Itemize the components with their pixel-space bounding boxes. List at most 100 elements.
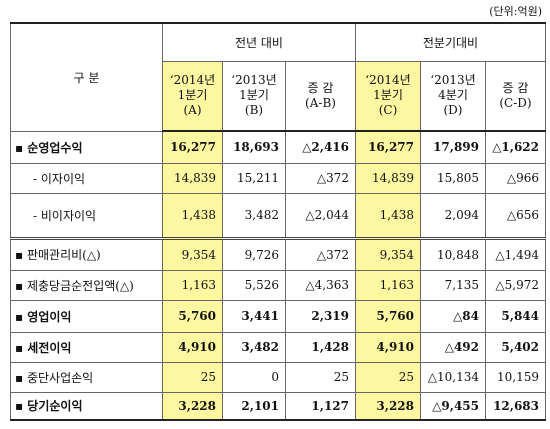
column-header-line: (A) bbox=[183, 103, 202, 118]
unit-label: (단위:억원) bbox=[489, 5, 542, 18]
header-row: ‘2014년 1분기 (A) ‘2013년 1분기 (B) 증 감 (A-B) ‘2014년 1분… bbox=[11, 60, 546, 132]
value-cell: 5,526 bbox=[222, 269, 286, 301]
value-cell: 9,354 bbox=[162, 236, 223, 271]
table-row: ▪ 제충당금순전입액(△) 1,163 5,526 △4,363 1,163 7,135 △… bbox=[10, 269, 546, 301]
value-cell: △966 bbox=[485, 162, 546, 194]
column-header-line: (A-B) bbox=[305, 95, 336, 110]
value-cell: △492 bbox=[420, 331, 486, 363]
value-cell: 7,135 bbox=[420, 269, 486, 301]
row-label: ▪ 세전이익 bbox=[10, 331, 163, 363]
column-header: ‘2013년 4분기 (D) bbox=[420, 60, 486, 132]
column-header-line: 1분기 bbox=[177, 88, 208, 103]
value-cell: 3,482 bbox=[222, 192, 286, 239]
value-cell: 9,354 bbox=[355, 236, 421, 271]
row-label: ▪ 중단사업손익 bbox=[10, 361, 163, 393]
row-label: ▪ 제충당금순전입액(△) bbox=[10, 269, 163, 301]
financial-table: 구 분 전년 대비 전분기대비 ‘2014년 1분기 (A) ‘2013년 1분기 (B)… bbox=[10, 22, 546, 421]
table-row: ▪ 판매관리비(△) 9,354 9,726 △372 9,354 10,848 △1,49… bbox=[10, 236, 546, 271]
value-cell: △5,972 bbox=[485, 269, 546, 301]
column-header-line: (B) bbox=[244, 103, 264, 118]
table-row: ▪ 영업이익 5,760 3,441 2,319 5,760 △84 5,844 bbox=[10, 299, 546, 333]
table-row: ▪ 중단사업손익 25 0 25 25 △10,134 10,159 bbox=[10, 361, 546, 393]
value-cell: 0 bbox=[222, 361, 286, 393]
value-cell: 12,683 bbox=[485, 391, 546, 421]
value-cell: 25 bbox=[162, 361, 223, 393]
value-cell: △10,134 bbox=[420, 361, 486, 393]
value-cell: 14,839 bbox=[355, 162, 421, 194]
row-label: ▪ 당기순이익 bbox=[10, 391, 163, 421]
row-label: ▪ 판매관리비(△) bbox=[10, 236, 163, 271]
column-header: ‘2014년 1분기 (A) bbox=[162, 60, 223, 132]
column-header: 증 감 (C-D) bbox=[485, 60, 546, 132]
table-body: ▪ 순영업수익 16,277 18,693 △2,416 16,277 17,899 △1,… bbox=[10, 130, 546, 421]
value-cell: △1,622 bbox=[485, 130, 546, 164]
column-header-line: (C-D) bbox=[499, 95, 532, 110]
value-cell: 3,482 bbox=[222, 331, 286, 363]
row-label: - 이자이익 bbox=[10, 162, 163, 194]
group-header: 전년 대비 bbox=[162, 22, 356, 62]
value-cell: 3,441 bbox=[222, 299, 286, 333]
value-cell: 2,101 bbox=[222, 391, 286, 421]
header-label: 구 분 bbox=[10, 22, 163, 132]
column-header-line: ‘2014년 bbox=[365, 73, 411, 88]
column-header-line: 1분기 bbox=[239, 88, 269, 103]
value-cell: △2,416 bbox=[285, 130, 356, 164]
table-header: 구 분 전년 대비 전분기대비 ‘2014년 1분기 (A) ‘2013년 1분기 (B)… bbox=[10, 22, 546, 132]
column-header-line: 증 감 bbox=[307, 80, 334, 95]
row-label: - 비이자이익 bbox=[10, 192, 163, 239]
table-row: - 이자이익 14,839 15,211 △372 14,839 15,805 △966 bbox=[10, 162, 546, 194]
value-cell: 14,839 bbox=[162, 162, 223, 194]
row-label: ▪ 순영업수익 bbox=[10, 130, 163, 164]
value-cell: 10,848 bbox=[420, 236, 486, 271]
table-row: ▪ 순영업수익 16,277 18,693 △2,416 16,277 17,899 △1,… bbox=[10, 130, 546, 164]
column-header-line: ‘2013년 bbox=[430, 73, 476, 88]
value-cell: △2,044 bbox=[285, 192, 356, 239]
value-cell: 5,844 bbox=[485, 299, 546, 333]
value-cell: △9,455 bbox=[420, 391, 486, 421]
value-cell: 18,693 bbox=[222, 130, 286, 164]
value-cell: 1,428 bbox=[285, 331, 356, 363]
group-header: 전분기대비 bbox=[355, 22, 546, 62]
value-cell: 10,159 bbox=[485, 361, 546, 393]
value-cell: △1,494 bbox=[485, 236, 546, 271]
column-header-line: (C) bbox=[378, 103, 398, 118]
table-row: - 비이자이익 1,438 3,482 △2,044 1,438 2,094 △656 bbox=[10, 192, 546, 239]
value-cell: 25 bbox=[355, 361, 421, 393]
value-cell: 15,211 bbox=[222, 162, 286, 194]
column-header-line: 4분기 bbox=[438, 88, 468, 103]
value-cell: 3,228 bbox=[355, 391, 421, 421]
value-cell: 1,127 bbox=[285, 391, 356, 421]
value-cell: 1,438 bbox=[355, 192, 421, 239]
value-cell: 5,760 bbox=[162, 299, 223, 333]
column-header: 증 감 (A-B) bbox=[285, 60, 356, 132]
value-cell: 1,438 bbox=[162, 192, 223, 239]
column-header: ‘2014년 1분기 (C) bbox=[355, 60, 421, 132]
value-cell: 25 bbox=[285, 361, 356, 393]
value-cell: 17,899 bbox=[420, 130, 486, 164]
value-cell: 15,805 bbox=[420, 162, 486, 194]
table-row: ▪ 당기순이익 3,228 2,101 1,127 3,228 △9,455 12,683 bbox=[10, 391, 546, 421]
table-row: ▪ 세전이익 4,910 3,482 1,428 4,910 △492 5,402 bbox=[10, 331, 546, 363]
row-label: ▪ 영업이익 bbox=[10, 299, 163, 333]
value-cell: 3,228 bbox=[162, 391, 223, 421]
column-header-line: ‘2013년 bbox=[231, 73, 277, 88]
value-cell: 1,163 bbox=[355, 269, 421, 301]
value-cell: 5,402 bbox=[485, 331, 546, 363]
value-cell: △656 bbox=[485, 192, 546, 239]
value-cell: △372 bbox=[285, 236, 356, 271]
value-cell: △84 bbox=[420, 299, 486, 333]
column-header: ‘2013년 1분기 (B) bbox=[222, 60, 286, 132]
value-cell: 2,319 bbox=[285, 299, 356, 333]
value-cell: 2,094 bbox=[420, 192, 486, 239]
column-header-line: ‘2014년 bbox=[169, 73, 216, 88]
header-row: 구 분 전년 대비 전분기대비 bbox=[10, 22, 546, 132]
value-cell: 16,277 bbox=[162, 130, 223, 164]
value-cell: 1,163 bbox=[162, 269, 223, 301]
value-cell: 5,760 bbox=[355, 299, 421, 333]
value-cell: 9,726 bbox=[222, 236, 286, 271]
column-header-line: 1분기 bbox=[373, 88, 403, 103]
value-cell: 4,910 bbox=[355, 331, 421, 363]
column-header-line: 증 감 bbox=[502, 80, 529, 95]
column-header-line: (D) bbox=[443, 103, 463, 118]
